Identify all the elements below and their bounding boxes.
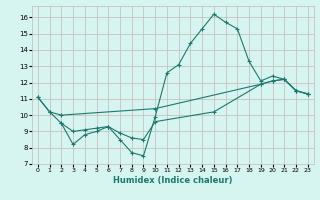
X-axis label: Humidex (Indice chaleur): Humidex (Indice chaleur) [113, 176, 233, 185]
